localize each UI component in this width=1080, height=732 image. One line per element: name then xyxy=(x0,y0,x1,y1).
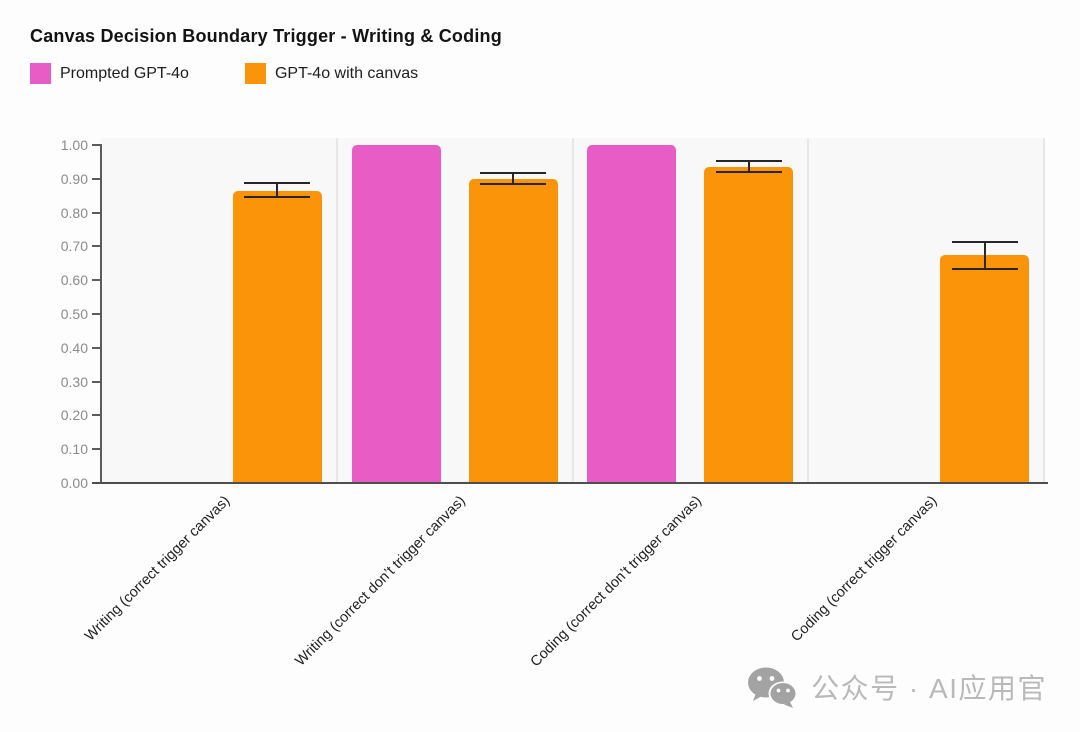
y-tick xyxy=(92,313,101,315)
y-tick xyxy=(92,346,101,349)
bar-prompted-gpt-4o-group3 xyxy=(587,145,677,483)
y-tick xyxy=(92,211,101,214)
legend-swatch-gpt4o-with-canvas xyxy=(244,63,266,84)
wechat-icon xyxy=(748,667,798,708)
y-tick xyxy=(92,177,101,180)
bar-prompted-gpt-4o-group2 xyxy=(351,145,441,483)
y-tick-label: 1.00 xyxy=(60,137,88,153)
x-axis-label: Writing (correct don’t trigger canvas) xyxy=(292,493,469,670)
x-axis-label: Coding (correct don’t trigger canvas) xyxy=(527,493,705,671)
legend: Prompted GPT-4o GPT-4o with canvas xyxy=(30,63,418,84)
y-tick-label: 0.70 xyxy=(60,238,88,255)
y-tick xyxy=(92,279,101,282)
y-tick-label: 0.60 xyxy=(60,272,88,289)
y-axis-line xyxy=(100,144,102,483)
legend-swatch-prompted-gpt4o xyxy=(30,63,51,84)
y-tick xyxy=(92,448,101,451)
error-bar-cap-top-gpt-4o-with-canvas-group4 xyxy=(951,241,1018,243)
y-tick-label: 0.90 xyxy=(60,170,88,187)
y-tick xyxy=(92,245,101,248)
bar-gpt-4o-with-canvas-group3 xyxy=(704,166,794,483)
error-bar-stem-gpt-4o-with-canvas-group1 xyxy=(276,182,279,198)
legend-label-gpt4o-with-canvas: GPT-4o with canvas xyxy=(274,64,419,82)
watermark: 公众号 · AI应用官 xyxy=(746,666,1047,708)
error-bar-cap-bottom-gpt-4o-with-canvas-group1 xyxy=(244,196,311,199)
y-tick-label: 0.50 xyxy=(60,306,88,322)
group-separator xyxy=(1043,138,1045,483)
watermark-text: 公众号 · AI应用官 xyxy=(811,673,1047,704)
error-bar-stem-gpt-4o-with-canvas-group4 xyxy=(983,242,986,270)
error-bar-cap-top-gpt-4o-with-canvas-group3 xyxy=(715,159,782,162)
y-tick xyxy=(92,380,101,383)
chart-title: Canvas Decision Boundary Trigger - Writi… xyxy=(30,26,502,46)
error-bar-cap-bottom-gpt-4o-with-canvas-group2 xyxy=(480,182,547,185)
group-separator xyxy=(571,138,574,483)
error-bar-cap-bottom-gpt-4o-with-canvas-group4 xyxy=(951,268,1018,271)
y-tick-label: 0.10 xyxy=(60,441,88,458)
y-tick xyxy=(92,414,101,417)
error-bar-stem-gpt-4o-with-canvas-group3 xyxy=(747,160,750,173)
bar-gpt-4o-with-canvas-group4 xyxy=(940,254,1030,483)
y-tick xyxy=(92,144,101,146)
legend-item-gpt4o-with-canvas: GPT-4o with canvas xyxy=(244,63,419,84)
x-axis-label: Writing (correct trigger canvas) xyxy=(81,493,234,645)
error-bar-cap-top-gpt-4o-with-canvas-group1 xyxy=(244,181,311,184)
y-tick-label: 0.80 xyxy=(60,204,88,221)
y-tick-label: 0.40 xyxy=(60,339,88,356)
group-separator xyxy=(335,138,338,483)
y-tick-label: 0.30 xyxy=(60,373,88,390)
x-axis-label: Coding (correct trigger canvas) xyxy=(788,493,941,646)
bar-gpt-4o-with-canvas-group1 xyxy=(232,190,322,483)
y-tick-label: 0.00 xyxy=(60,475,88,491)
error-bar-stem-gpt-4o-with-canvas-group2 xyxy=(512,173,515,184)
legend-label-prompted-gpt4o: Prompted GPT-4o xyxy=(60,64,189,82)
y-tick-label: 0.20 xyxy=(60,407,88,424)
group-separator xyxy=(807,138,810,483)
bar-gpt-4o-with-canvas-group2 xyxy=(468,178,558,483)
x-axis-line xyxy=(92,482,1048,484)
error-bar-cap-bottom-gpt-4o-with-canvas-group3 xyxy=(715,171,782,174)
legend-item-prompted-gpt4o: Prompted GPT-4o xyxy=(30,63,189,84)
error-bar-cap-top-gpt-4o-with-canvas-group2 xyxy=(480,172,547,175)
